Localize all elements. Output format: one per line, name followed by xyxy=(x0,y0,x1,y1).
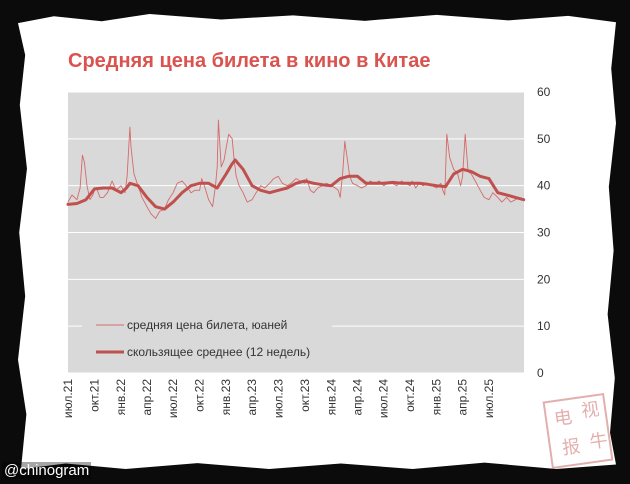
x-tick-label: окт.23 xyxy=(298,379,312,412)
legend-label: скользящее среднее (12 недель) xyxy=(127,345,310,359)
gridlines xyxy=(68,91,524,374)
stamp-character: 视 xyxy=(580,399,601,422)
x-tick-label: апр.24 xyxy=(351,379,365,416)
x-tick-label: янв.22 xyxy=(114,379,128,416)
legend-label: средняя цена билета, юаней xyxy=(127,318,287,332)
x-tick-label: июл.23 xyxy=(271,379,285,418)
x-tick-label: июл.22 xyxy=(166,379,180,418)
y-axis-ticks: 0 10 20 30 40 50 60 xyxy=(537,85,551,380)
x-tick-label: июл.24 xyxy=(377,379,391,418)
chart-title: Средняя цена билета в кино в Китае xyxy=(68,50,431,72)
y-tick-label: 0 xyxy=(537,366,544,380)
stamp: 电视报牛 xyxy=(542,393,614,469)
series-line-moving-average xyxy=(66,158,526,211)
stamp-character: 牛 xyxy=(588,430,609,453)
stamp-character: 电 xyxy=(553,407,574,430)
y-tick-label: 60 xyxy=(537,85,551,99)
x-tick-label: апр.23 xyxy=(245,379,259,416)
watermark: @chinogram xyxy=(2,462,92,479)
x-tick-label: июл.25 xyxy=(482,379,496,418)
y-tick-label: 50 xyxy=(537,132,551,146)
x-tick-label: апр.22 xyxy=(140,379,154,416)
y-tick-label: 10 xyxy=(537,319,551,333)
x-tick-label: янв.23 xyxy=(219,379,233,416)
legend-box xyxy=(82,310,332,368)
x-tick-label: июл.21 xyxy=(61,379,75,418)
x-tick-label: окт.22 xyxy=(193,379,207,412)
x-tick-label: янв.24 xyxy=(324,379,338,416)
x-tick-label: апр.25 xyxy=(456,379,470,416)
series-lines xyxy=(66,119,526,219)
x-tick-label: окт.21 xyxy=(88,379,102,412)
x-tick-label: окт.24 xyxy=(403,379,417,412)
x-tick-label: янв.25 xyxy=(430,379,444,416)
y-tick-label: 20 xyxy=(537,272,551,286)
stamp-border xyxy=(542,393,614,469)
y-tick-label: 40 xyxy=(537,179,551,193)
legend: средняя цена билета, юаней скользящее сре… xyxy=(82,310,332,368)
x-axis-ticks: июл.21 окт.21 янв.22 апр.22 июл.22 окт.22 янв.… xyxy=(61,379,496,418)
y-tick-label: 30 xyxy=(537,226,551,240)
stamp-character: 报 xyxy=(561,436,582,459)
